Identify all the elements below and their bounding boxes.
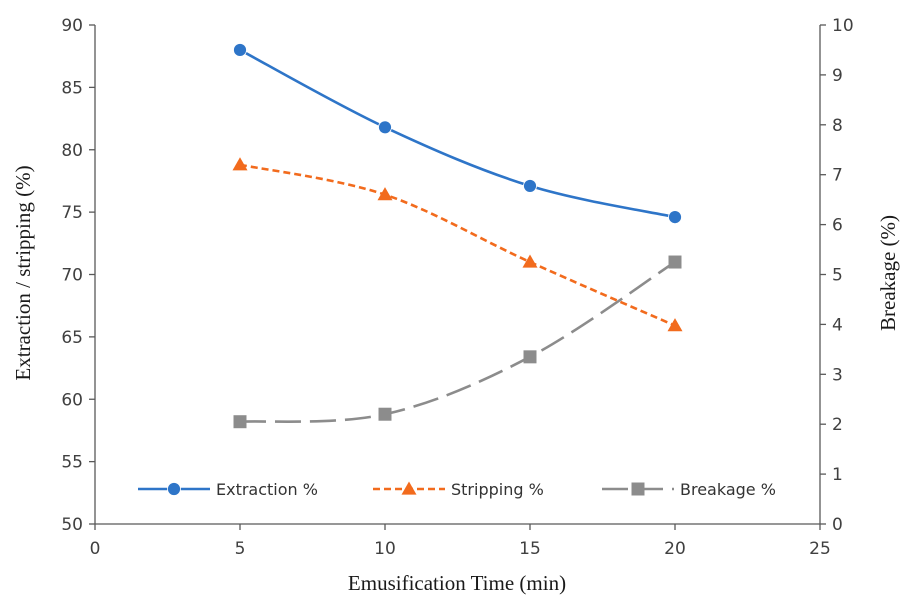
y2-tick-label: 8 [832,116,843,136]
legend: Extraction % Stripping % Breakage % [138,480,776,499]
y-tick-label: 60 [61,390,83,410]
breakage-point [523,350,537,364]
y-axis-title: Extraction / stripping (%) [11,165,35,380]
stripping-point [667,318,683,332]
legend-swatch-marker [401,481,417,495]
legend-swatch-marker [167,482,181,496]
breakage-point [233,415,247,429]
stripping-point [377,187,393,201]
y2-tick-label: 2 [832,415,843,435]
legend-label: Breakage % [680,480,776,499]
x-tick-label: 20 [664,539,686,559]
y-tick-label: 55 [61,453,83,473]
series-stripping [232,157,683,332]
stripping-line [239,163,676,327]
extraction-point [668,210,682,225]
x-axis-title: Emusification Time (min) [348,571,566,595]
y2-tick-label: 1 [832,465,843,485]
x-tick-label: 0 [90,539,101,559]
legend-label: Stripping % [451,480,544,499]
y2-axis-title: Breakage (%) [876,215,900,331]
y-tick-label: 80 [61,141,83,161]
extraction-point [378,120,392,135]
y2-tick-label: 0 [832,515,843,535]
y-tick-label: 90 [61,16,83,36]
series-extraction [233,43,682,225]
legend-swatch-marker [631,482,645,496]
y2-tick-label: 4 [832,315,843,335]
legend-item-stripping: Stripping % [373,480,544,499]
breakage-point [668,255,682,269]
legend-item-breakage: Breakage % [602,480,776,499]
breakage-line [239,260,676,424]
y2-tick-label: 5 [832,266,843,286]
series-layer [232,43,683,429]
y-tick-label: 65 [61,328,83,348]
y-tick-label: 75 [61,203,83,223]
x-tick-label: 15 [519,539,541,559]
y2-tick-label: 3 [832,365,843,385]
stripping-point [232,157,248,171]
axes: 0 5 10 15 20 25 50 55 60 65 70 75 80 85 90 0 1 2 3 4 5 6 7 8 9 10 [61,16,853,559]
y2-tick-label: 10 [832,16,854,36]
y2-tick-label: 7 [832,166,843,186]
breakage-point [378,407,392,421]
legend-label: Extraction % [216,480,318,499]
y-tick-label: 50 [61,515,83,535]
y-tick-label: 70 [61,266,83,286]
x-tick-label: 5 [235,539,246,559]
y2-tick-label: 9 [832,66,843,86]
x-tick-label: 25 [809,539,831,559]
x-tick-label: 10 [374,539,396,559]
y-tick-label: 85 [61,78,83,98]
y2-tick-label: 6 [832,216,843,236]
series-breakage [233,255,682,429]
extraction-point [233,43,247,57]
extraction-point [523,179,537,193]
extraction-line [239,48,676,219]
stripping-point [522,254,538,268]
legend-item-extraction: Extraction % [138,480,318,499]
